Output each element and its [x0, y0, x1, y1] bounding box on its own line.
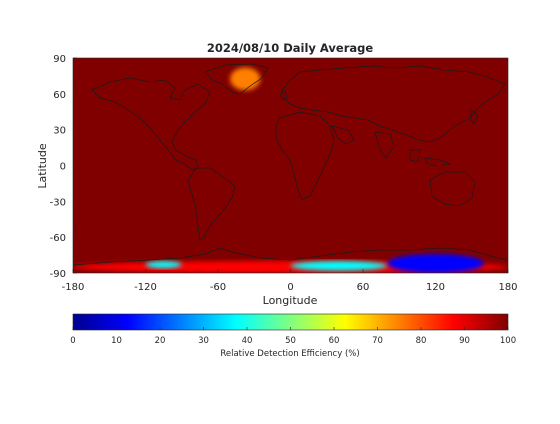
colorbar-tick-label: 100 [500, 336, 516, 346]
x-tick-label: -120 [134, 282, 157, 293]
colorbar-tick-label: 70 [372, 336, 383, 346]
colorbar-ticks: 0 10 20 30 40 50 60 70 80 90 100 [70, 327, 516, 346]
colorbar-tick-label: 30 [198, 336, 209, 346]
x-axis-label: Longitude [263, 294, 318, 307]
y-tick-label: 0 [60, 162, 66, 173]
colorbar-tick-label: 10 [111, 336, 122, 346]
chart-title: 2024/08/10 Daily Average [207, 41, 374, 55]
x-tick-label: -180 [62, 282, 85, 293]
y-tick-label: -30 [50, 197, 66, 208]
y-tick-label: -60 [50, 233, 66, 244]
x-tick-label: 60 [357, 282, 370, 293]
x-tick-label: 180 [498, 282, 517, 293]
y-tick-label: 90 [53, 54, 66, 65]
y-tick-label: -90 [50, 269, 66, 280]
colorbar-tick-label: 50 [285, 336, 296, 346]
region-2 [145, 261, 182, 269]
colorbar-tick-label: 80 [416, 336, 427, 346]
colorbar-tick-label: 90 [459, 336, 470, 346]
region-3 [387, 253, 484, 273]
x-tick-label: 0 [287, 282, 293, 293]
region-0 [230, 67, 261, 91]
colorbar-tick-label: 60 [329, 336, 340, 346]
colorbar-label: Relative Detection Efficiency (%) [220, 349, 359, 359]
colorbar-tick-label: 40 [242, 336, 253, 346]
colorbar-tick-label: 0 [70, 336, 75, 346]
y-axis-ticks: -90 -60 -30 0 30 60 90 [50, 54, 77, 280]
x-tick-label: 120 [426, 282, 445, 293]
y-tick-label: 30 [53, 126, 66, 137]
x-tick-label: -60 [210, 282, 226, 293]
y-tick-label: 60 [53, 90, 66, 101]
coastlines [73, 63, 508, 266]
colorbar-tick-label: 20 [155, 336, 166, 346]
y-axis-label: Latitude [36, 143, 49, 189]
x-axis-ticks: -180 -120 -60 0 60 120 180 [62, 269, 518, 293]
region-4 [290, 261, 388, 271]
